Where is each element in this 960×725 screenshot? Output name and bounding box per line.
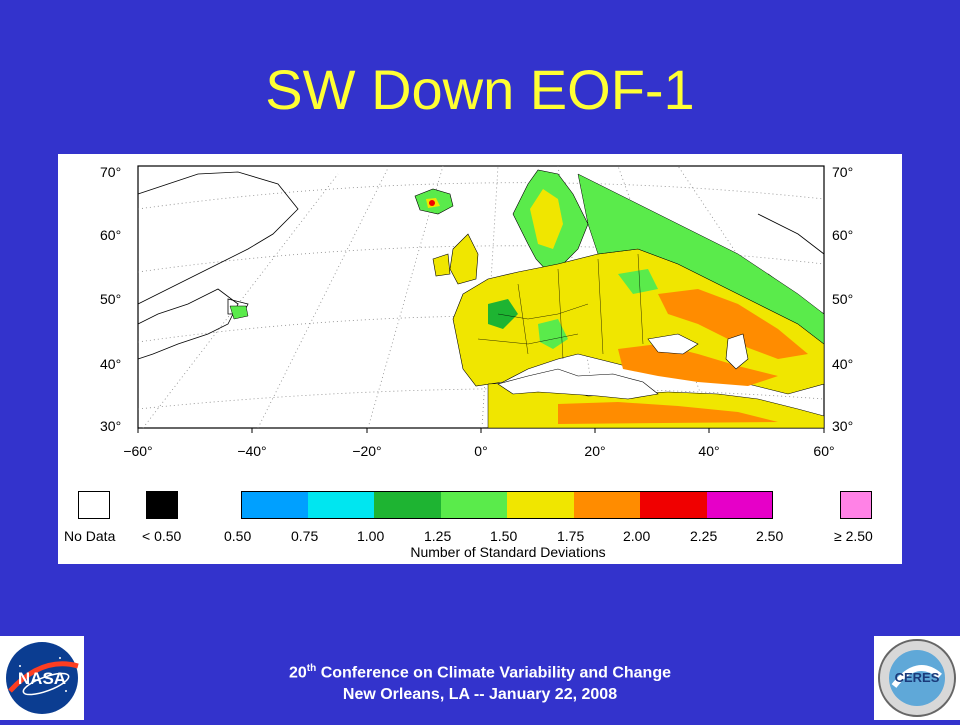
caspian-sea bbox=[725, 333, 749, 370]
lat-label-left: 50° bbox=[100, 291, 122, 307]
cbar-ge-label: ≥ 2.50 bbox=[834, 528, 873, 544]
footer-ordinal: 20 bbox=[289, 664, 307, 682]
slide-title: SW Down EOF-1 bbox=[265, 58, 695, 121]
swatch-150-175 bbox=[507, 491, 574, 519]
lon-label: −40° bbox=[237, 443, 267, 459]
green-patch-3 bbox=[618, 269, 658, 294]
green-patch-1 bbox=[488, 299, 518, 329]
cbar-lt-label: < 0.50 bbox=[142, 528, 182, 544]
lat-label-right: 70° bbox=[832, 164, 854, 180]
swatch-100-125 bbox=[374, 491, 441, 519]
cbar-tick: 2.50 bbox=[756, 528, 784, 544]
lat-label-right: 50° bbox=[832, 291, 854, 307]
lat-label-right: 60° bbox=[832, 227, 854, 243]
swatch-lt-050 bbox=[146, 491, 178, 519]
lat-label-right: 40° bbox=[832, 356, 854, 372]
orange-sahara bbox=[558, 402, 778, 424]
swatch-ge-250 bbox=[840, 491, 872, 519]
cbar-tick: 0.75 bbox=[291, 528, 319, 544]
swatch-175-200 bbox=[574, 491, 640, 519]
lat-label-left: 40° bbox=[100, 356, 122, 372]
cbar-tick: 2.25 bbox=[690, 528, 718, 544]
cbar-tick: 1.25 bbox=[424, 528, 452, 544]
swatch-200-225 bbox=[640, 491, 707, 519]
lon-label: 60° bbox=[813, 443, 835, 459]
nasa-logo-text: NASA bbox=[18, 669, 66, 688]
cbar-title: Number of Standard Deviations bbox=[410, 544, 606, 560]
swatch-125-150 bbox=[441, 491, 507, 519]
ceres-logo: CERES bbox=[874, 636, 960, 720]
russia bbox=[577, 173, 825, 345]
map-panel: 70° 60° 50° 40° 30° 70° 60° 50° 40° 30° … bbox=[58, 154, 902, 564]
lon-label: −20° bbox=[352, 443, 382, 459]
cbar-tick: 2.00 bbox=[623, 528, 651, 544]
britain bbox=[449, 233, 479, 285]
cbar-tick: 1.00 bbox=[357, 528, 385, 544]
swatch-225-250 bbox=[707, 491, 773, 519]
cbar-tick: 1.75 bbox=[557, 528, 585, 544]
orange-turkey bbox=[618, 344, 778, 386]
ticks bbox=[137, 428, 825, 433]
lat-label-right: 30° bbox=[832, 418, 854, 434]
lat-label-left: 70° bbox=[100, 164, 122, 180]
cbar-tick: 1.50 bbox=[490, 528, 518, 544]
orange-east bbox=[658, 289, 808, 359]
ceres-logo-text: CERES bbox=[895, 670, 940, 685]
footer-line-1: 20th Conference on Climate Variability a… bbox=[150, 663, 810, 682]
footer-line-2: New Orleans, LA -- January 22, 2008 bbox=[342, 686, 618, 703]
lon-label: −60° bbox=[123, 443, 153, 459]
newfoundland bbox=[229, 305, 249, 320]
lon-label: 0° bbox=[474, 443, 488, 459]
cbar-tick: 0.50 bbox=[224, 528, 252, 544]
mediterranean bbox=[497, 368, 659, 400]
lat-label-left: 30° bbox=[100, 418, 122, 434]
borders bbox=[477, 253, 644, 360]
lon-label: 40° bbox=[698, 443, 720, 459]
swatch-no-data bbox=[78, 491, 110, 519]
lon-label: 20° bbox=[584, 443, 606, 459]
nasa-logo: NASA bbox=[0, 636, 84, 720]
footer-conference: Conference on Climate Variability and Ch… bbox=[316, 664, 671, 682]
map-figure bbox=[137, 165, 825, 433]
swatch-050-075 bbox=[241, 491, 308, 519]
green-patch-2 bbox=[538, 319, 568, 349]
footer-ordinal-suffix: th bbox=[306, 663, 317, 674]
cbar-no-data-label: No Data bbox=[64, 528, 116, 544]
swatch-075-100 bbox=[308, 491, 374, 519]
black-sea bbox=[647, 333, 699, 355]
lat-label-left: 60° bbox=[100, 227, 122, 243]
